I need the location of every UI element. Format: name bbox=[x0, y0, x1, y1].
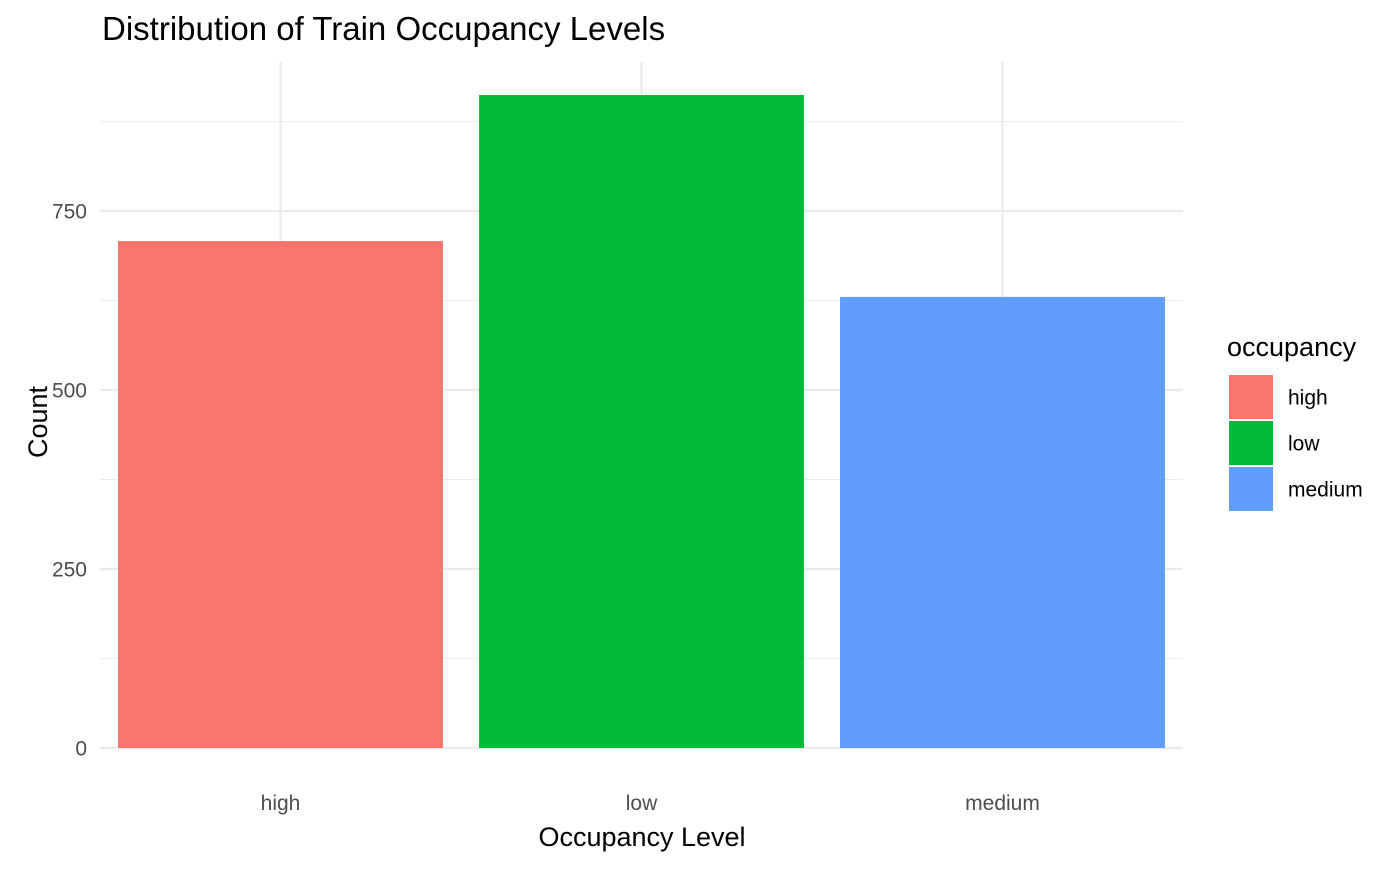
y-axis-title: Count bbox=[23, 385, 53, 458]
x-axis-title: Occupancy Level bbox=[538, 822, 745, 852]
x-axis-ticks: high low medium bbox=[261, 792, 1040, 815]
y-tick-label: 250 bbox=[52, 559, 87, 582]
x-tick-label: low bbox=[626, 792, 658, 815]
legend-key-low bbox=[1229, 421, 1273, 465]
legend-label-high: high bbox=[1288, 387, 1328, 410]
legend-items: high low medium bbox=[1229, 375, 1363, 511]
bar-medium bbox=[840, 296, 1165, 748]
chart-title: Distribution of Train Occupancy Levels bbox=[102, 10, 665, 47]
bar-low bbox=[479, 95, 804, 749]
y-tick-label: 500 bbox=[52, 380, 87, 403]
legend: occupancy high low medium bbox=[1227, 332, 1363, 511]
bar-high bbox=[118, 241, 443, 748]
legend-label-low: low bbox=[1288, 433, 1320, 456]
legend-key-high bbox=[1229, 375, 1273, 419]
bars bbox=[118, 95, 1165, 749]
legend-key-medium bbox=[1229, 467, 1273, 511]
y-tick-label: 0 bbox=[75, 738, 87, 761]
legend-title: occupancy bbox=[1227, 332, 1357, 362]
x-tick-label: medium bbox=[965, 792, 1040, 815]
y-axis-ticks: 0 250 500 750 bbox=[52, 201, 87, 761]
legend-label-medium: medium bbox=[1288, 479, 1363, 502]
x-tick-label: high bbox=[261, 792, 301, 815]
y-tick-label: 750 bbox=[52, 201, 87, 224]
